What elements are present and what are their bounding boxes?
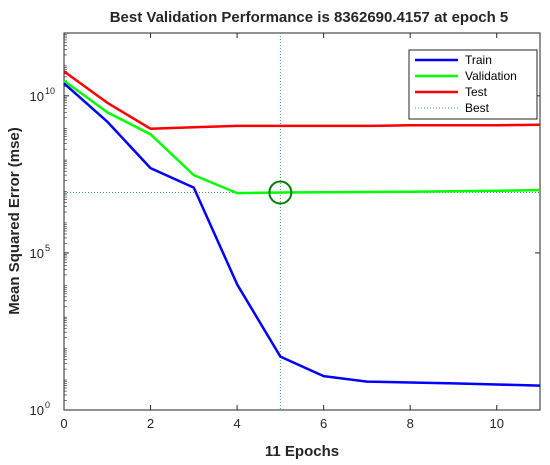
x-axis-label: 11 Epochs bbox=[265, 443, 339, 460]
series-line-test bbox=[63, 70, 541, 130]
x-axis-ticks: 0 2 4 6 8 10 bbox=[60, 33, 504, 431]
legend: Train Validation Test Best bbox=[408, 49, 538, 120]
best-point-marker bbox=[268, 180, 293, 205]
series-line-train bbox=[63, 82, 541, 387]
y-tick-label: 10 bbox=[30, 403, 44, 418]
y-tick-exponent: 5 bbox=[45, 243, 50, 253]
y-tick-label: 10 bbox=[30, 89, 44, 104]
x-tick-label: 6 bbox=[320, 416, 327, 431]
series-line-validation bbox=[63, 79, 541, 195]
x-tick-label: 2 bbox=[147, 416, 154, 431]
x-tick-label: 8 bbox=[407, 416, 414, 431]
legend-label-best: Best bbox=[465, 101, 490, 115]
series-lines bbox=[63, 70, 541, 387]
x-tick-label: 10 bbox=[489, 416, 503, 431]
y-tick-label: 10 bbox=[30, 246, 44, 261]
y-axis-label: Mean Squared Error (mse) bbox=[6, 127, 23, 315]
legend-label-test: Test bbox=[465, 85, 488, 99]
legend-label-train: Train bbox=[465, 53, 492, 67]
x-tick-label: 0 bbox=[60, 416, 67, 431]
y-tick-exponent: 10 bbox=[45, 86, 55, 96]
chart-title: Best Validation Performance is 8362690.4… bbox=[110, 9, 509, 26]
y-tick-exponent: 0 bbox=[45, 400, 50, 410]
legend-label-validation: Validation bbox=[465, 69, 517, 83]
x-tick-label: 4 bbox=[233, 416, 240, 431]
